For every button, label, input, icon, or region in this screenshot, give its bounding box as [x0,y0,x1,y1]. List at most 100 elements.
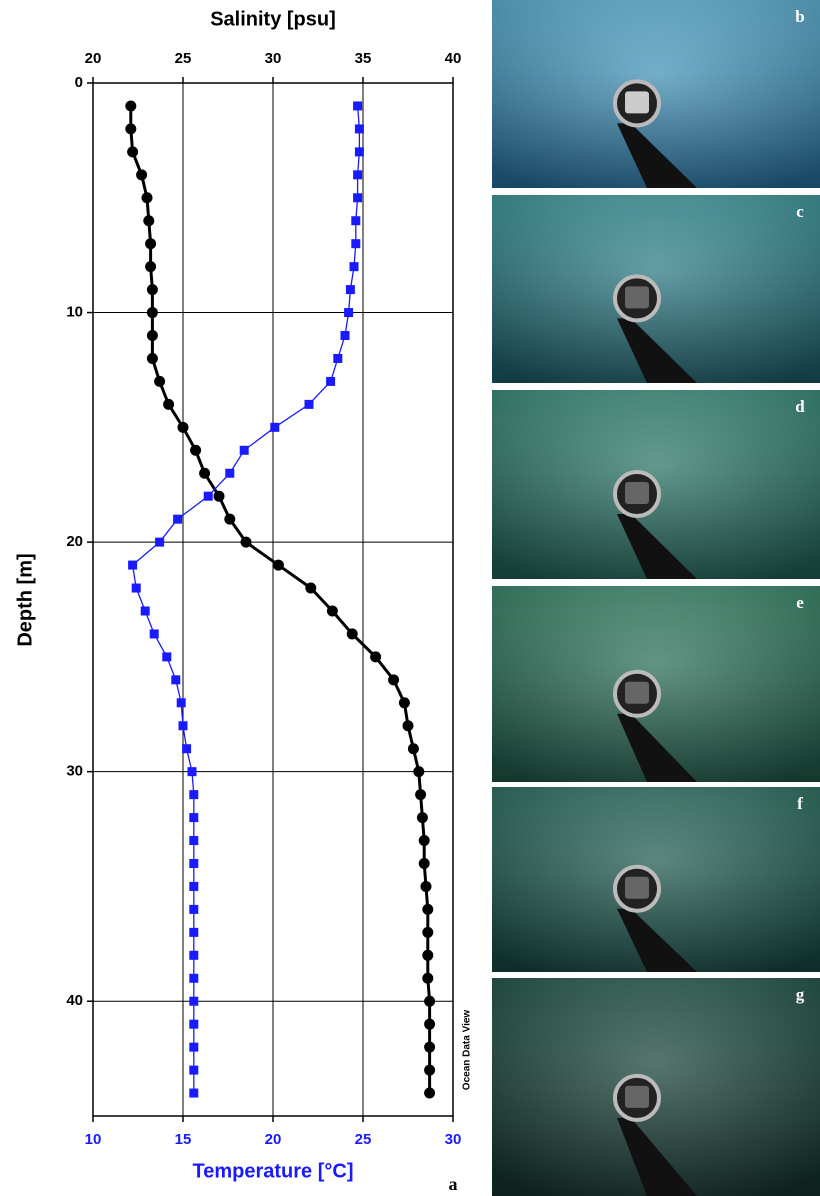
y-tick-label: 40 [66,992,83,1009]
point [189,997,198,1006]
point [189,1020,198,1029]
panel-label: a [449,1174,458,1194]
x-tick-label: 10 [85,1131,102,1148]
point [199,468,210,479]
point [353,193,362,202]
profile-line [133,106,360,1093]
point [327,605,338,616]
point [351,239,360,248]
point [162,652,171,661]
point [408,743,419,754]
point [141,606,150,615]
point [422,950,433,961]
x2-tick-label: 30 [265,50,282,67]
photo-label: c [796,202,804,221]
point [155,538,164,547]
point [422,927,433,938]
watermark: Ocean Data View [462,1010,473,1091]
point [189,882,198,891]
point [171,675,180,684]
profile-line [131,106,430,1093]
photo-label: b [795,7,804,26]
watch-face [625,1086,649,1108]
figure: 01020304010152025302025303540Salinity [p… [0,0,820,1196]
point [355,124,364,133]
x-tick-label: 20 [265,1131,282,1148]
point [346,285,355,294]
point [154,376,165,387]
x-tick-label: 15 [175,1131,192,1148]
point [305,400,314,409]
watch-face [625,91,649,113]
point [189,1066,198,1075]
point [403,720,414,731]
point [143,215,154,226]
watch-face [625,877,649,899]
x2-tick-label: 25 [175,50,192,67]
point [214,491,225,502]
point [326,377,335,386]
point [189,951,198,960]
point [419,835,430,846]
point [145,261,156,272]
point [136,169,147,180]
point [189,1089,198,1098]
point [145,238,156,249]
point [189,859,198,868]
x-axis-title: Temperature [°C] [193,1160,354,1182]
point [347,628,358,639]
point [422,904,433,915]
point [128,561,137,570]
point [225,469,234,478]
point [421,881,432,892]
point [241,537,252,548]
photo-label: d [795,397,805,416]
point [388,674,399,685]
point [127,146,138,157]
photo-label: g [796,985,805,1004]
x-tick-label: 30 [445,1131,462,1148]
x2-axis-title: Salinity [psu] [210,8,336,30]
point [189,836,198,845]
point [179,721,188,730]
point [182,744,191,753]
point [424,1019,435,1030]
point [204,492,213,501]
point [424,1088,435,1099]
point [178,422,189,433]
point [350,262,359,271]
point [147,284,158,295]
point [424,1065,435,1076]
x2-tick-label: 40 [445,50,462,67]
watch-face [625,482,649,504]
y-tick-label: 0 [75,74,83,91]
point [125,123,136,134]
point [424,996,435,1007]
point [190,445,201,456]
point [399,697,410,708]
point [132,584,141,593]
photo-label: e [796,593,804,612]
point [173,515,182,524]
point [355,147,364,156]
point [419,858,430,869]
point [147,307,158,318]
point [422,973,433,984]
point [188,767,197,776]
point [189,928,198,937]
point [333,354,342,363]
point [240,446,249,455]
point [147,353,158,364]
point [189,790,198,799]
point [415,789,426,800]
y-tick-label: 10 [66,304,83,321]
point [305,583,316,594]
point [177,698,186,707]
point [189,905,198,914]
point [351,216,360,225]
point [270,423,279,432]
point [189,813,198,822]
point [370,651,381,662]
